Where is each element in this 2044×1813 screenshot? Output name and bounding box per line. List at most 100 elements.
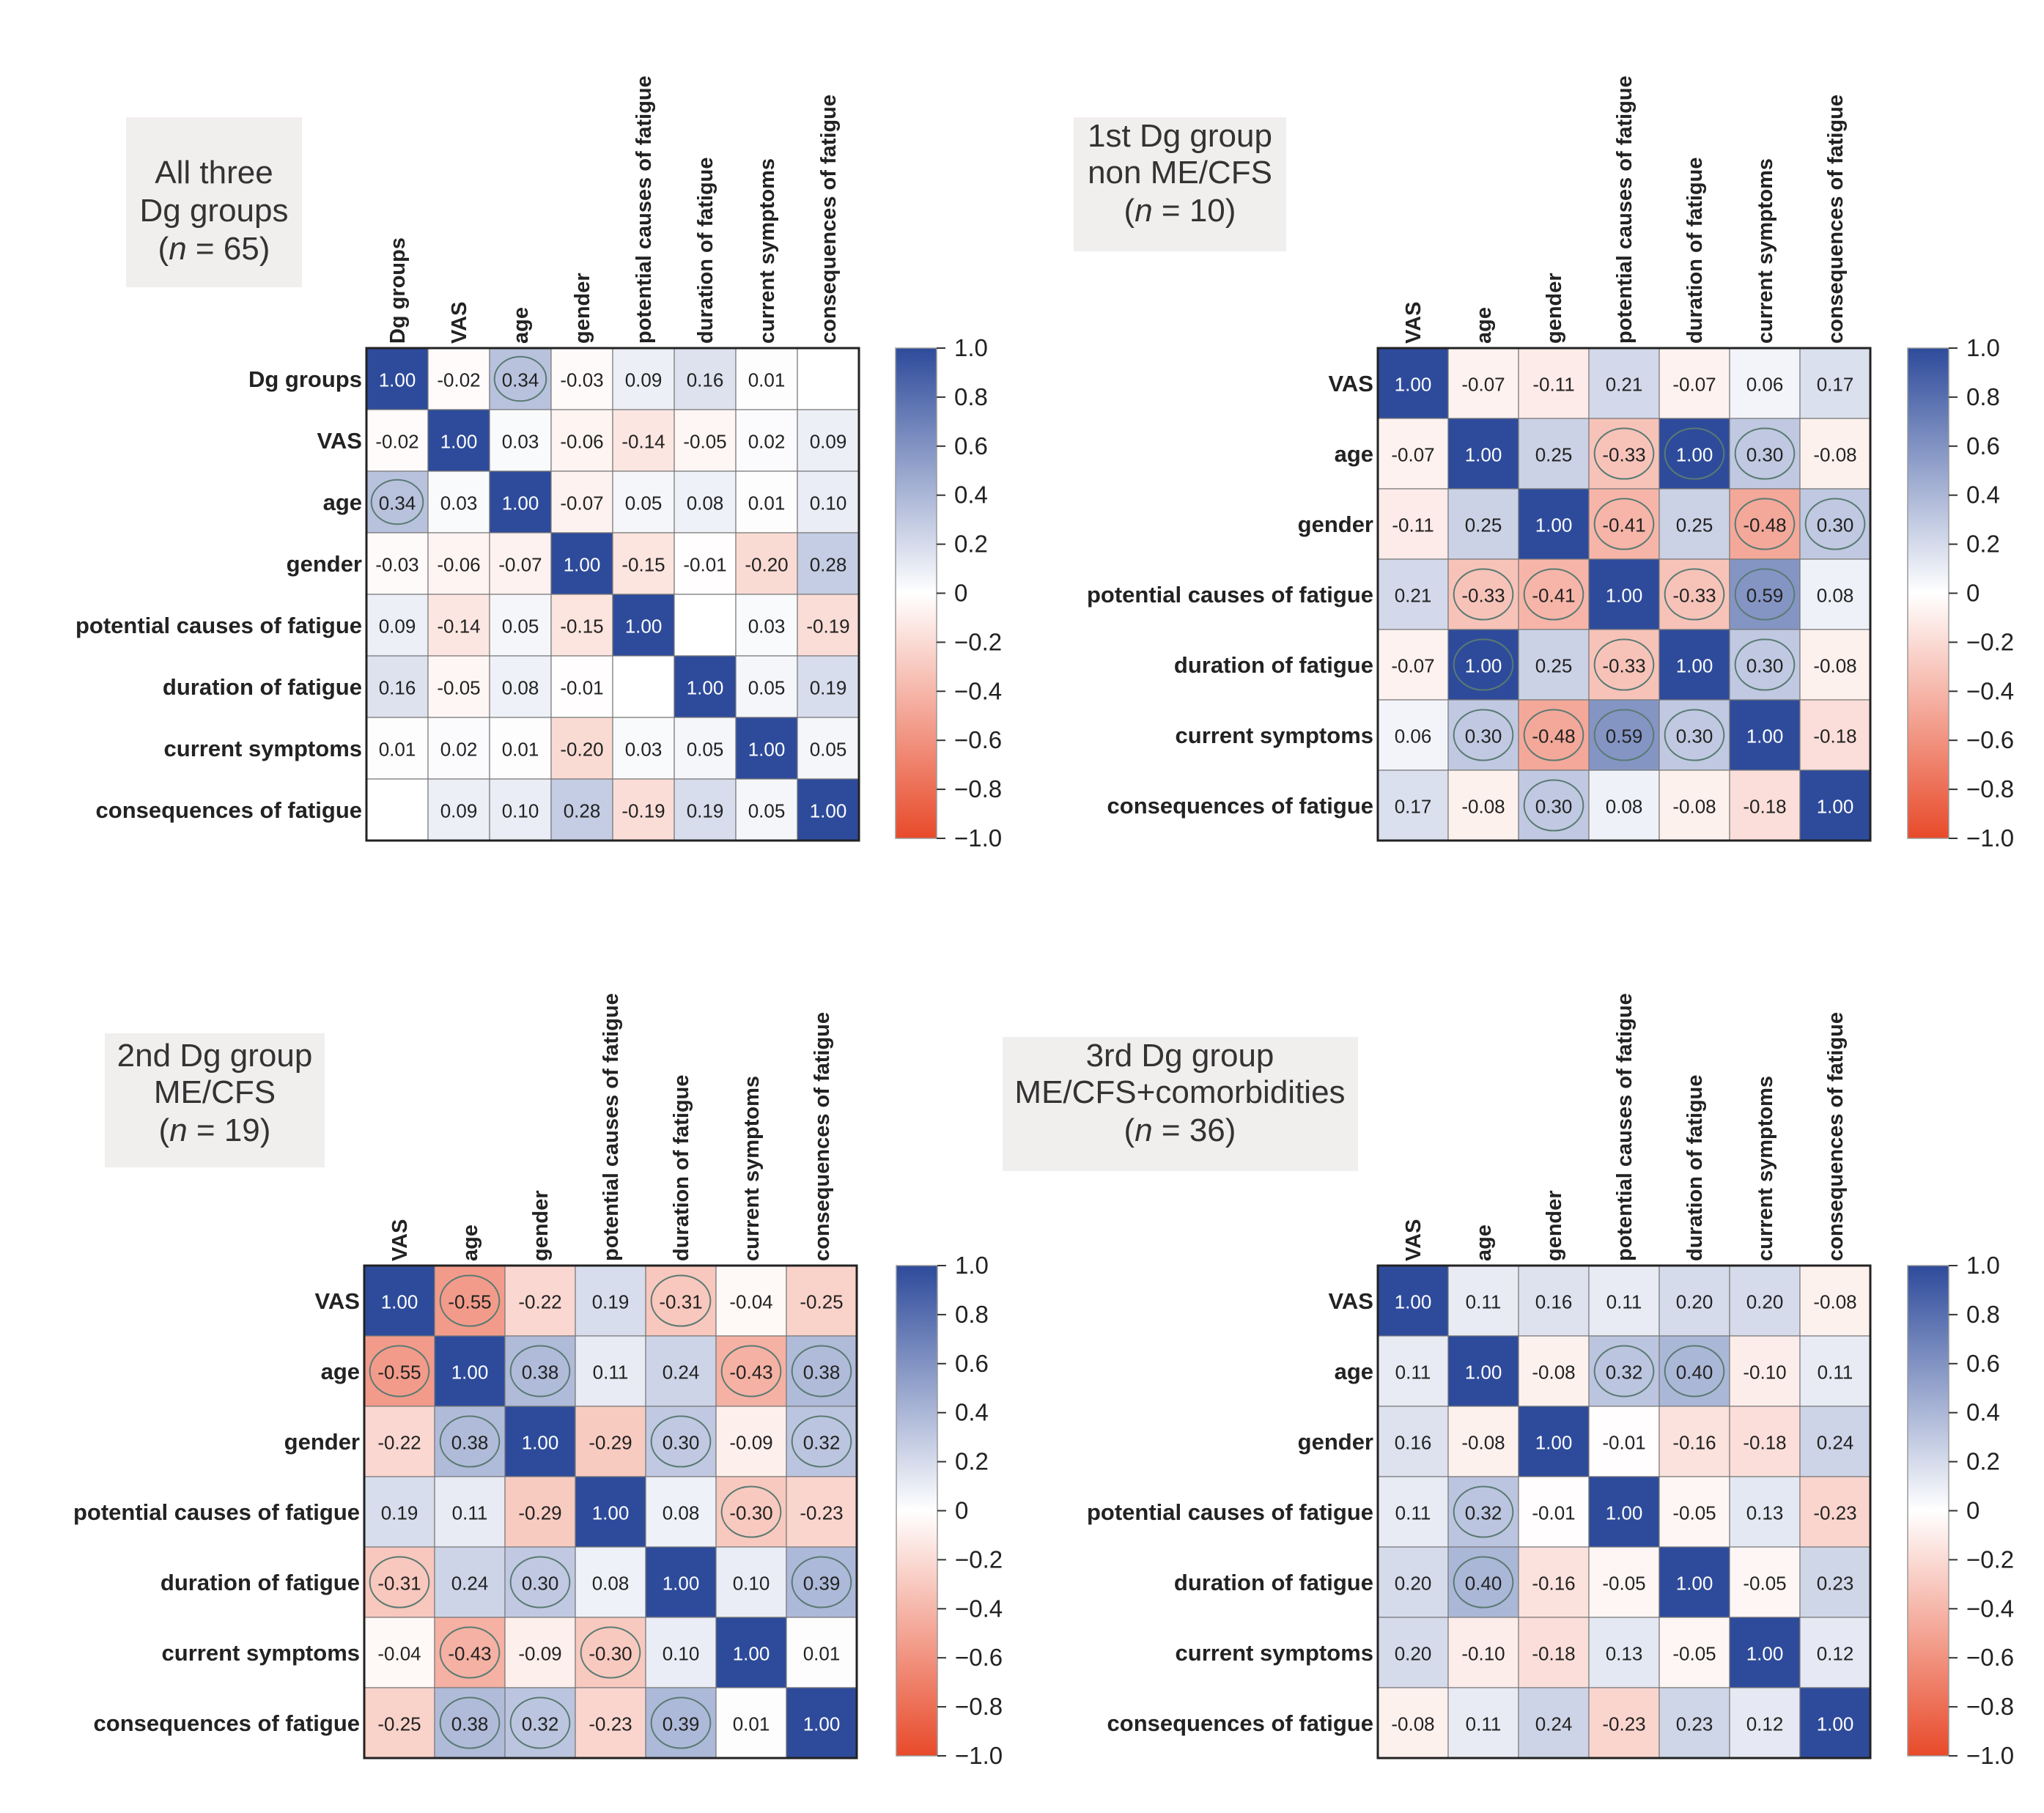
- cell-value-label: -0.09: [729, 1432, 772, 1454]
- row-label: consequences of fatigue: [1107, 1710, 1373, 1736]
- heatmap-cell: [1729, 347, 1801, 419]
- cell-value-label: -0.20: [745, 554, 788, 576]
- cell-value-label: 0.05: [748, 800, 786, 822]
- heatmap-cell: [1588, 1406, 1660, 1477]
- cell-value-label: 0.02: [748, 431, 786, 453]
- cell-value-label: 0.03: [440, 492, 478, 514]
- cell-value-label: -0.14: [437, 616, 480, 638]
- heatmap-cell: [489, 532, 552, 595]
- cell-value-label: 0.05: [502, 616, 539, 638]
- heatmap-cell: [797, 409, 860, 472]
- cell-value-label: 1.00: [625, 616, 663, 638]
- cell-value-label: 0.38: [451, 1432, 489, 1454]
- cell-value-label: 0.05: [810, 739, 847, 761]
- colorbar-tick-label: 0: [1966, 580, 1980, 607]
- heatmap-cell: [1659, 699, 1730, 771]
- cell-value-label: -0.05: [1672, 1643, 1716, 1665]
- cell-value-label: 0.03: [748, 616, 786, 638]
- heatmap-cell: [1799, 1687, 1871, 1759]
- heatmap-cell: [504, 1687, 576, 1759]
- heatmap-cell: [1659, 1617, 1730, 1688]
- row-label: current symptoms: [162, 1640, 360, 1666]
- row-label: current symptoms: [1176, 723, 1373, 748]
- heatmap-cell: [1518, 1546, 1590, 1618]
- cell-value-label: -0.25: [377, 1713, 421, 1735]
- row-label: consequences of fatigue: [94, 1710, 360, 1736]
- heatmap-cell: [715, 1476, 787, 1548]
- significance-circle: [1453, 1485, 1514, 1538]
- cell-value-label: 1.00: [522, 1432, 559, 1454]
- significance-circle: [1453, 1556, 1514, 1609]
- heatmap-cell: [1447, 769, 1519, 841]
- heatmap-cell: [504, 1406, 576, 1477]
- cell-value-label: -0.33: [1602, 655, 1645, 677]
- heatmap-cell: [1729, 488, 1801, 560]
- cell-value-label: 1.00: [592, 1502, 630, 1524]
- cell-value-label: 0.06: [1395, 725, 1432, 747]
- cell-value-label: 0.09: [379, 616, 416, 638]
- heatmap-cell: [612, 655, 675, 718]
- heatmap-cell: [1729, 418, 1801, 490]
- column-label: gender: [1543, 273, 1566, 344]
- cell-value-label: 1.00: [1395, 1291, 1432, 1313]
- cell-value-label: 1.00: [564, 554, 601, 576]
- column-label: VAS: [1402, 302, 1425, 344]
- colorbar-tick-label: −0.2: [955, 1546, 1003, 1573]
- cell-value-label: 0.01: [748, 492, 786, 514]
- cell-value-label: -0.02: [437, 369, 480, 391]
- cell-value-label: -0.01: [1532, 1502, 1575, 1524]
- cell-value-label: 0.32: [1606, 1362, 1643, 1384]
- cell-value-label: 0.38: [522, 1362, 559, 1384]
- cell-value-label: 1.00: [687, 677, 724, 699]
- cell-value-label: 1.00: [1465, 655, 1502, 677]
- cell-value-label: -0.07: [560, 492, 603, 514]
- row-label: current symptoms: [1176, 1640, 1373, 1666]
- cell-value-label: 0.25: [1535, 444, 1573, 466]
- heatmap-cell: [1729, 699, 1801, 771]
- cell-value-label: 0.11: [1466, 1291, 1502, 1313]
- cell-value-label: 0.17: [1395, 796, 1432, 818]
- heatmap-cell: [364, 1476, 435, 1548]
- significance-circle: [370, 479, 424, 525]
- cell-value-label: 0.11: [593, 1362, 629, 1384]
- colorbar-tick-label: −0.4: [955, 1595, 1003, 1622]
- heatmap-cell: [504, 1476, 576, 1548]
- heatmap-cell: [366, 347, 429, 410]
- heatmap-cell: [1659, 1476, 1730, 1548]
- row-label: current symptoms: [164, 736, 362, 761]
- cell-value-label: -0.23: [1813, 1502, 1856, 1524]
- heatmap-cell: [1799, 629, 1871, 701]
- heatmap-cell: [575, 1476, 646, 1548]
- cell-value-label: -0.18: [1743, 796, 1786, 818]
- colorbar-gradient: [896, 1265, 938, 1757]
- heatmap-cell: [1518, 558, 1590, 630]
- cell-value-label: -0.33: [1461, 585, 1505, 607]
- cell-value-label: -0.16: [1532, 1573, 1575, 1595]
- significance-circle: [439, 1274, 501, 1327]
- title-line: ME/CFS+comorbidities: [1014, 1074, 1345, 1110]
- significance-circle: [1593, 709, 1655, 761]
- cell-value-label: 0.11: [1606, 1291, 1642, 1313]
- cell-value-label: -0.08: [1461, 796, 1505, 818]
- heatmap-cell: [735, 778, 798, 841]
- heatmap-cell: [1799, 418, 1871, 490]
- heatmap-cell: [575, 1546, 646, 1618]
- heatmap-cell: [645, 1265, 717, 1337]
- colorbar-tick-label: −0.8: [955, 1693, 1003, 1720]
- cell-value-label: 0.19: [687, 800, 724, 822]
- heatmap-cell: [1659, 1687, 1730, 1759]
- colorbar-tick-label: −1.0: [955, 1742, 1003, 1769]
- cell-value-label: 0.23: [1676, 1713, 1713, 1735]
- colorbar-tick-label: 0.4: [954, 481, 988, 509]
- heatmap-cell: [427, 532, 490, 595]
- heatmap-cell: [1518, 1406, 1590, 1477]
- cell-value-label: 0.01: [379, 739, 416, 761]
- cell-value-label: -0.06: [437, 554, 480, 576]
- cell-value-label: -0.29: [518, 1502, 561, 1524]
- heatmap-cell: [645, 1476, 717, 1548]
- heatmap-cell: [366, 655, 429, 718]
- title-line: 2nd Dg group: [117, 1038, 313, 1074]
- cell-value-label: -0.15: [560, 616, 603, 638]
- significance-circle: [439, 1415, 501, 1468]
- colorbar-tick-label: 0.4: [1966, 481, 2000, 509]
